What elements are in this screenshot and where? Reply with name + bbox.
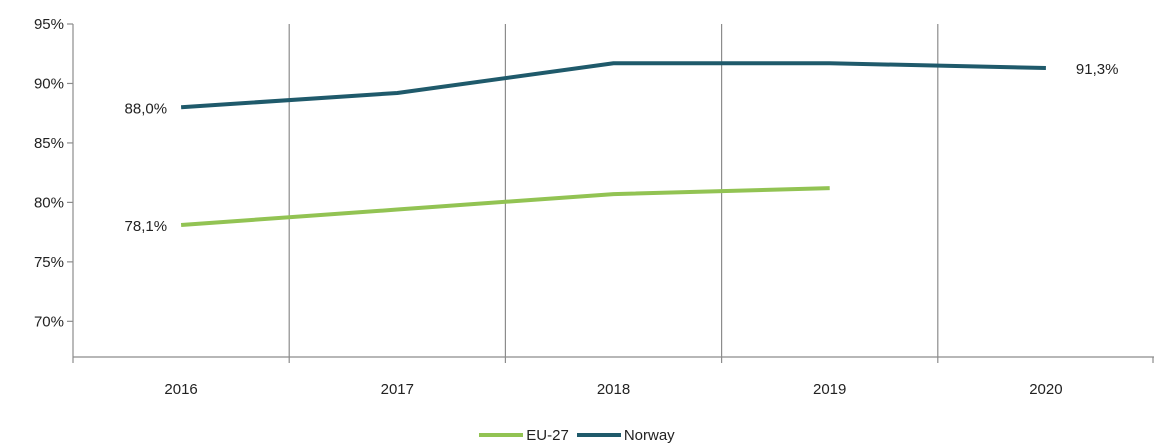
y-tick-label: 80% [34,194,64,211]
legend-label-eu27: EU-27 [526,426,569,444]
legend: EU-27 Norway [0,424,1154,446]
y-tick-label: 70% [34,313,64,330]
x-tick-label: 2017 [381,381,414,398]
legend-swatch-eu27 [479,433,524,437]
y-tick-label: 85% [34,135,64,152]
data-label: 91,3% [1076,61,1119,78]
y-tick-label: 75% [34,254,64,271]
x-tick-label: 2020 [1029,381,1062,398]
y-tick-label: 90% [34,75,64,92]
data-label: 88,0% [125,100,168,117]
series-line-eu27 [180,186,830,227]
data-label: 78,1% [125,218,168,235]
legend-swatch-norway [576,433,621,437]
x-axis: 2016 2017 2018 2019 2020 [72,356,1154,398]
series-layer [180,61,1046,227]
series-line-norway [180,61,1046,110]
legend-item-eu27: EU-27 [479,427,569,444]
x-tick-label: 2018 [597,381,630,398]
gridlines [288,24,939,357]
line-chart: 70%75%80%85%90%95% 2016 2017 2018 2019 2020 … [34,16,1154,398]
legend-label-norway: Norway [623,426,675,444]
x-tick-label: 2016 [164,381,197,398]
data-labels: 78,1% 88,0% 91,3% [125,61,1119,235]
y-axis: 70% 75% 80% 85% 90% 95% [34,16,74,357]
x-tick-label: 2019 [813,381,846,398]
y-tick-label: 95% [34,16,64,33]
legend-item-norway: Norway [576,426,675,444]
